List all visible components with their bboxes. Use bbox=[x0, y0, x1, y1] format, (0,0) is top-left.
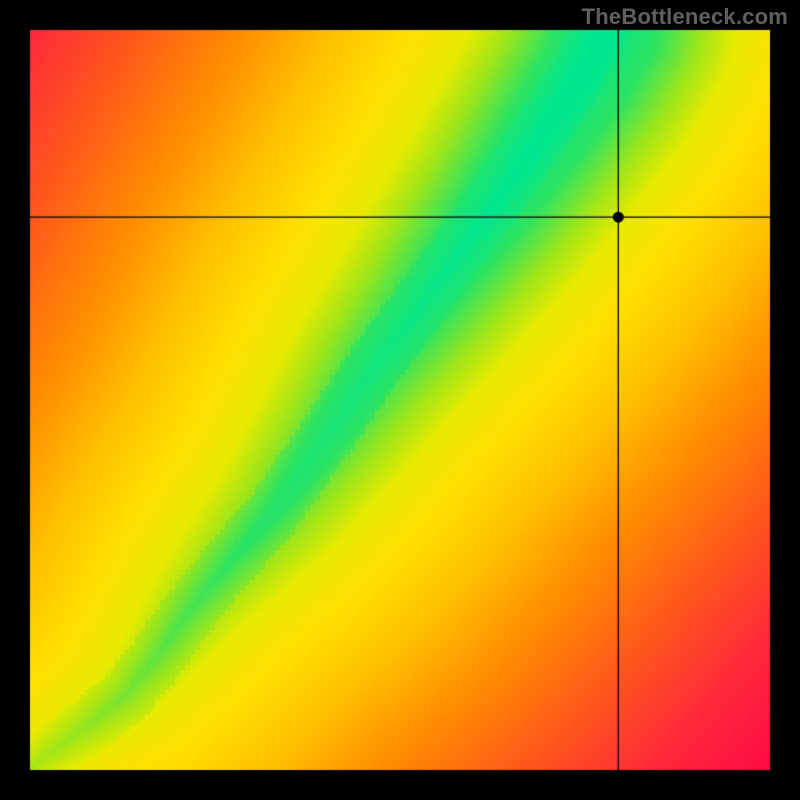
heatmap-chart bbox=[0, 0, 800, 800]
watermark-text: TheBottleneck.com bbox=[582, 4, 788, 30]
